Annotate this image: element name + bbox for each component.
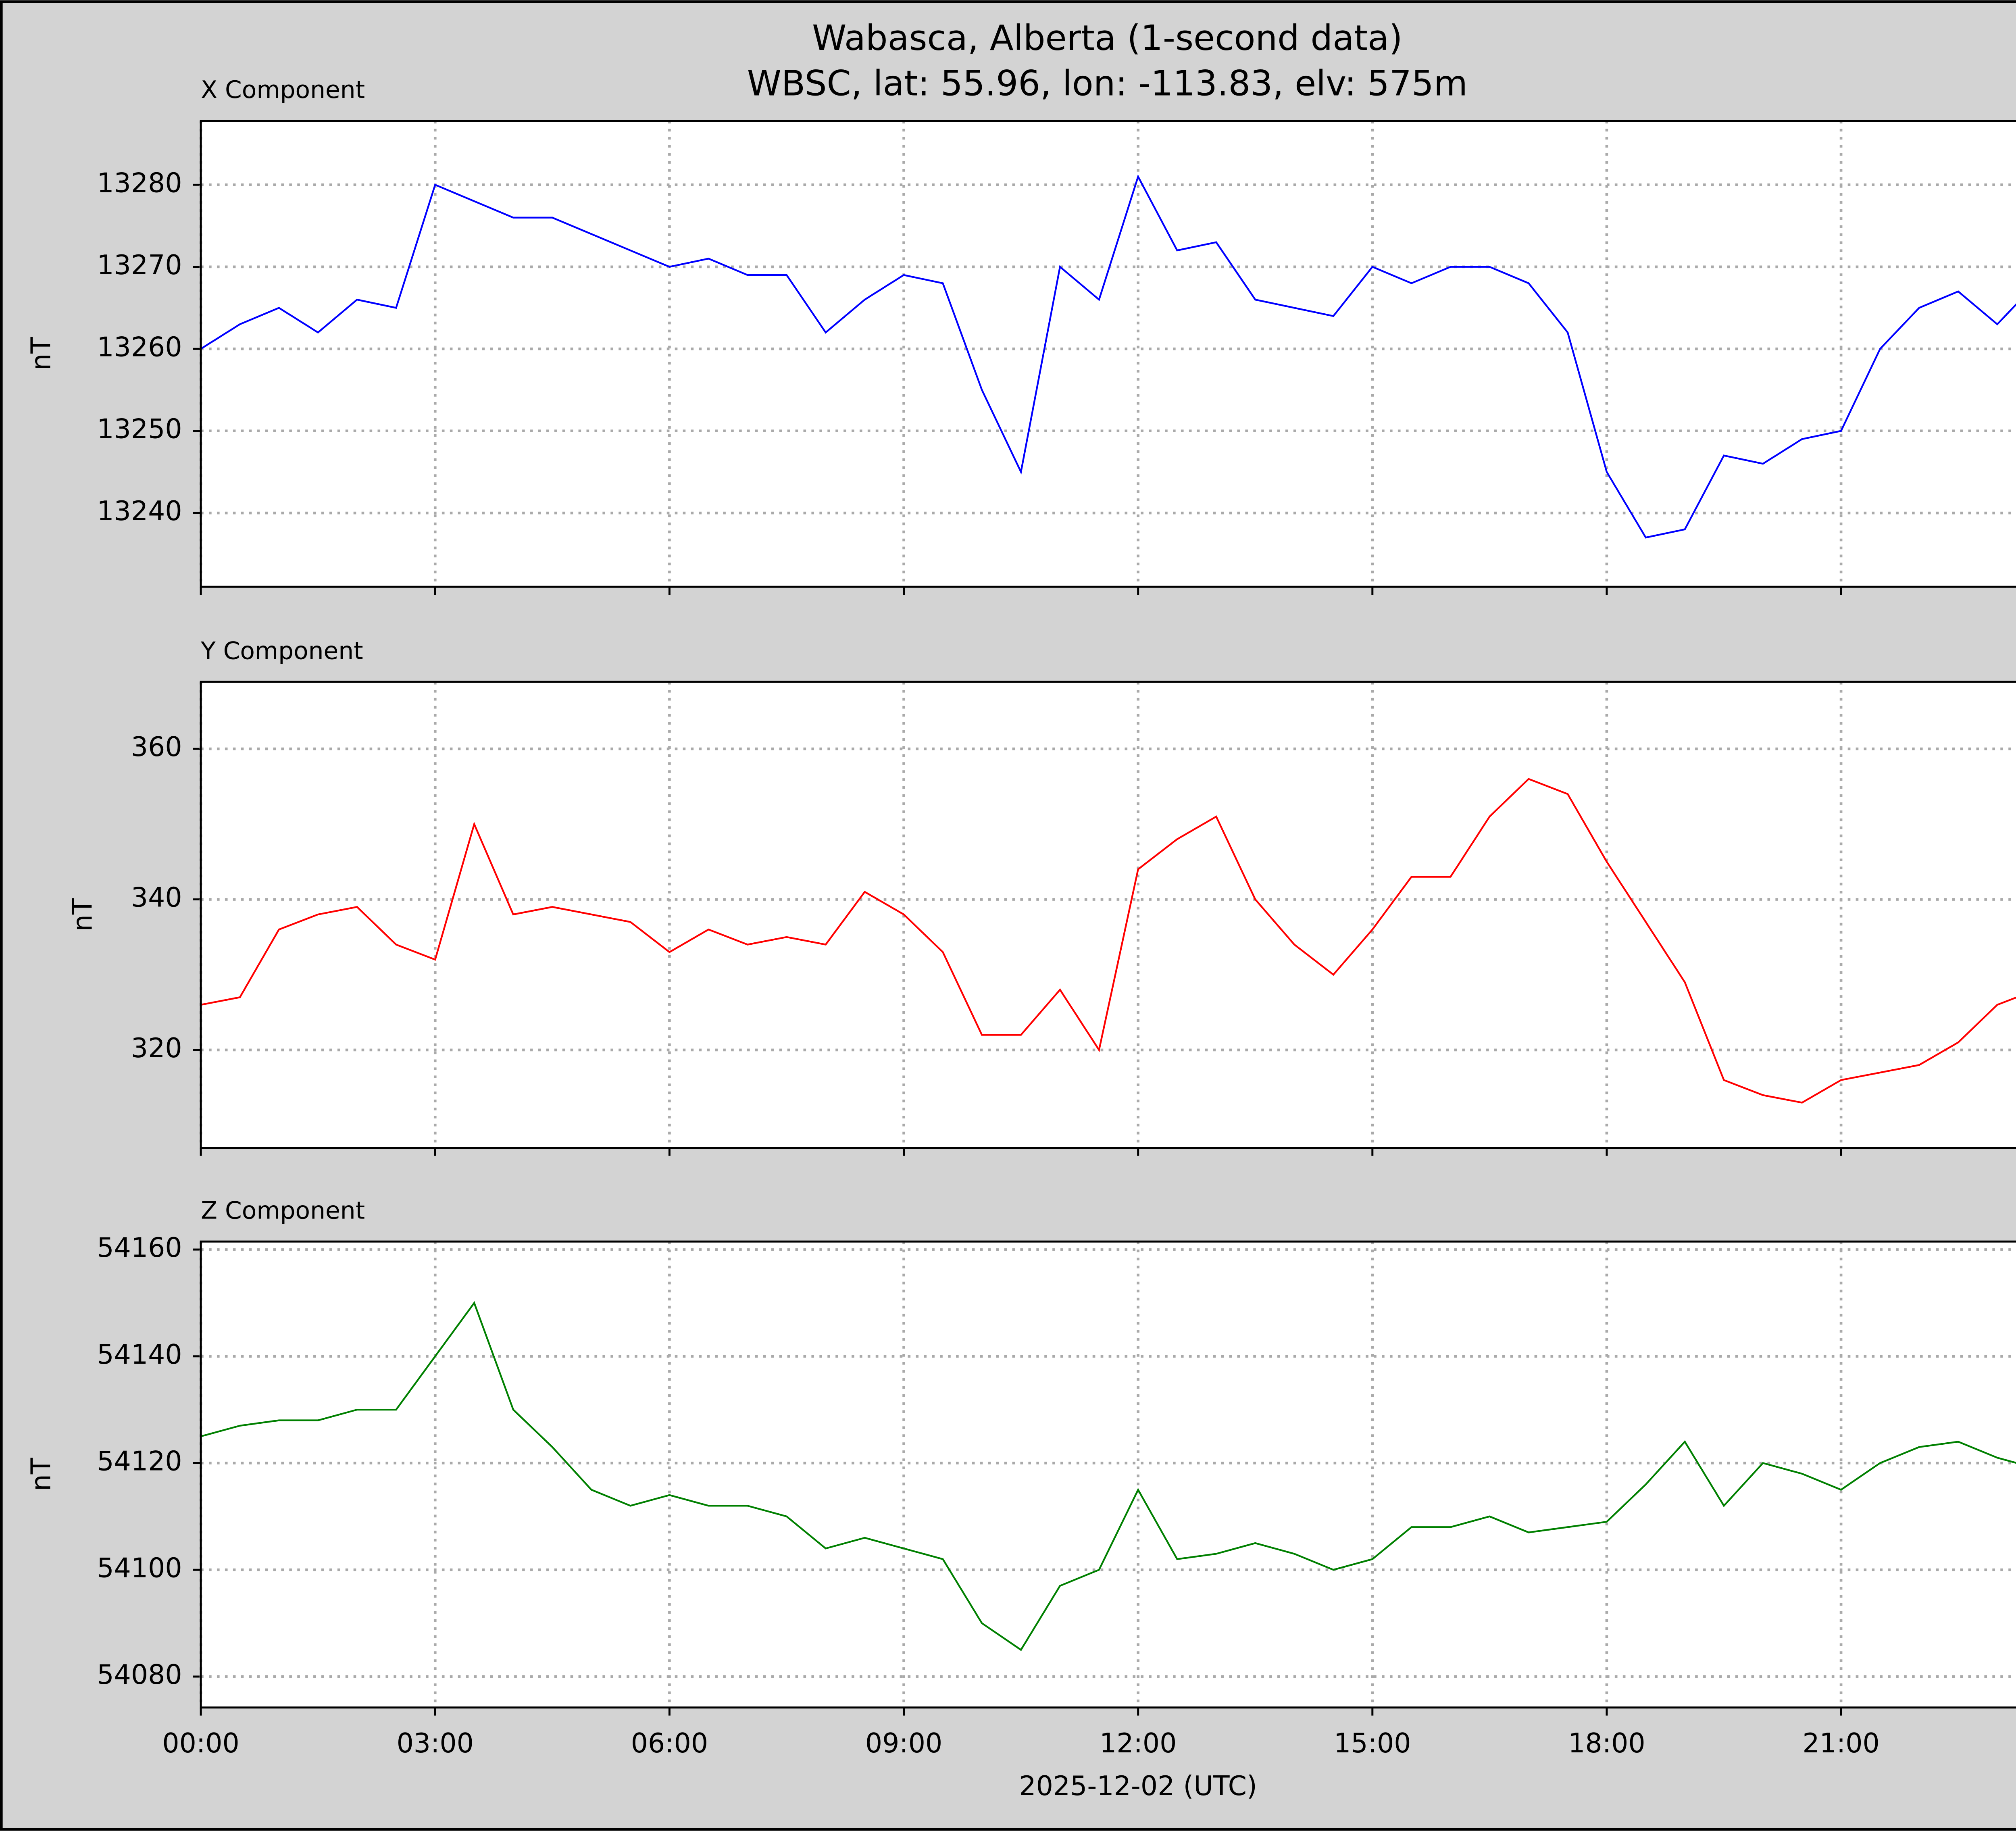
x-axis-label: 2025-12-02 (UTC) — [1019, 1770, 1257, 1802]
y-tick-label: 13240 — [97, 495, 182, 527]
axes-frame — [200, 1240, 2016, 1709]
plot-area — [201, 682, 2016, 1148]
panel-title: Y Component — [200, 637, 363, 665]
panel-title: X Component — [201, 76, 365, 104]
axes-frame — [200, 681, 2016, 1149]
x-tick-label: 03:00 — [397, 1727, 474, 1759]
x-tick-label: 18:00 — [1568, 1727, 1645, 1759]
y-tick-label: 340 — [131, 882, 182, 913]
data-line — [200, 174, 2016, 539]
panel-title: Z Component — [201, 1197, 365, 1225]
y-tick-label: 54100 — [97, 1552, 182, 1583]
y-axis-label: nT — [25, 337, 56, 371]
x-tick-label: 21:00 — [1802, 1727, 1879, 1759]
x-tick-label: 00:00 — [162, 1727, 239, 1759]
axes-frame — [200, 120, 2016, 588]
y-tick-label: 13270 — [97, 249, 182, 281]
plot-area — [201, 1241, 2016, 1708]
y-tick-label: 54080 — [97, 1659, 182, 1690]
x-tick-label: 15:00 — [1334, 1727, 1411, 1759]
data-line — [200, 778, 2016, 1104]
y-tick-label: 54140 — [97, 1339, 182, 1370]
y-tick-label: 360 — [131, 731, 182, 762]
y-tick-label: 320 — [131, 1032, 182, 1064]
x-tick-label: 12:00 — [1100, 1727, 1177, 1759]
x-tick-label: 06:00 — [631, 1727, 708, 1759]
data-line — [200, 1301, 2016, 1651]
title-line-2: WBSC, lat: 55.96, lon: -113.83, elv: 575… — [747, 64, 1468, 104]
title-line-1: Wabasca, Alberta (1-second data) — [812, 18, 1403, 58]
y-tick-label: 13260 — [97, 331, 182, 362]
y-tick-label: 13280 — [97, 167, 182, 198]
y-tick-label: 54160 — [97, 1232, 182, 1263]
y-tick-label: 13250 — [97, 413, 182, 445]
y-tick-label: 54120 — [97, 1446, 182, 1477]
x-tick-label: 09:00 — [865, 1727, 942, 1759]
y-axis-label: nT — [67, 898, 98, 931]
plot-area — [201, 121, 2016, 587]
y-axis-label: nT — [25, 1458, 56, 1491]
